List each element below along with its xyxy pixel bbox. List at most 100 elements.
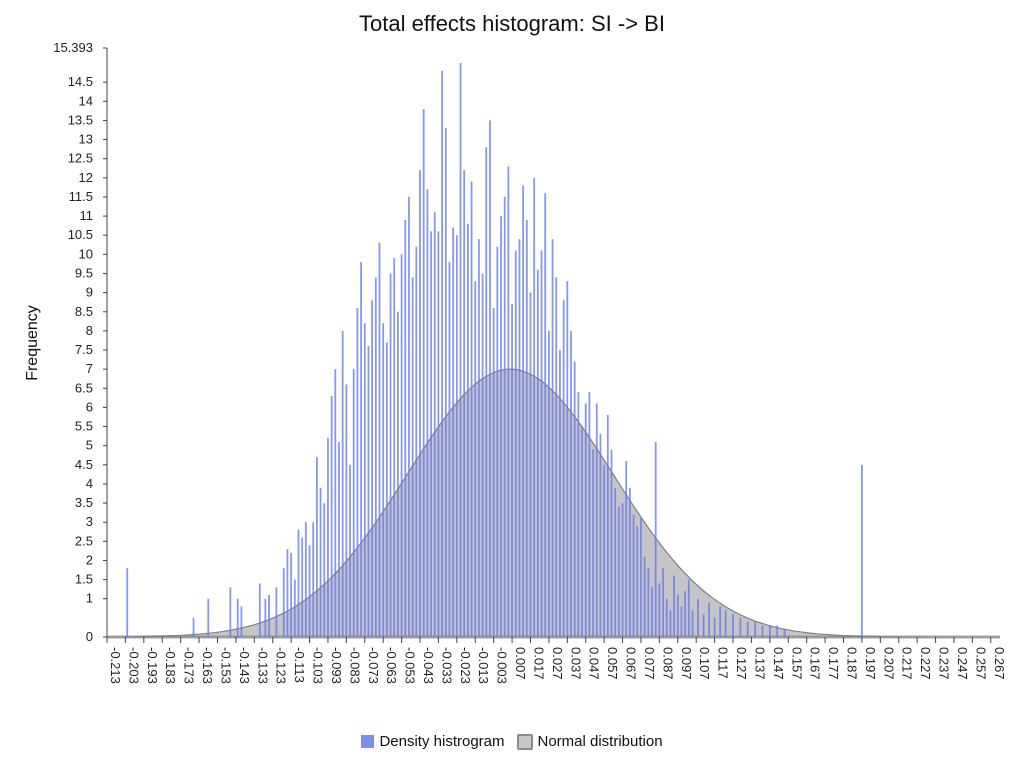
- histogram-bar[interactable]: [606, 415, 609, 637]
- histogram-bar[interactable]: [474, 281, 477, 637]
- legend-item-histogram[interactable]: Density histrogram: [361, 733, 505, 750]
- histogram-bar[interactable]: [514, 250, 517, 637]
- histogram-bar[interactable]: [258, 583, 261, 637]
- histogram-bar[interactable]: [452, 227, 455, 637]
- histogram-bar[interactable]: [654, 441, 657, 637]
- histogram-bar[interactable]: [691, 610, 694, 637]
- histogram-bar[interactable]: [426, 189, 429, 637]
- histogram-bar[interactable]: [367, 346, 370, 637]
- histogram-bar[interactable]: [293, 579, 296, 637]
- histogram-bar[interactable]: [518, 239, 521, 638]
- histogram-bar[interactable]: [768, 625, 771, 637]
- histogram-bar[interactable]: [334, 369, 337, 637]
- histogram-bar[interactable]: [264, 598, 267, 637]
- histogram-bar[interactable]: [548, 330, 550, 637]
- histogram-bar[interactable]: [533, 177, 536, 637]
- histogram-bar[interactable]: [754, 621, 757, 637]
- histogram-bar[interactable]: [466, 223, 469, 637]
- histogram-bar[interactable]: [529, 292, 532, 637]
- histogram-bar[interactable]: [308, 545, 311, 637]
- histogram-bar[interactable]: [621, 503, 624, 637]
- histogram-bar[interactable]: [485, 147, 488, 637]
- histogram-bar[interactable]: [433, 212, 436, 637]
- histogram-bar[interactable]: [684, 591, 687, 637]
- histogram-bar[interactable]: [713, 617, 716, 637]
- histogram-bar[interactable]: [323, 503, 326, 637]
- histogram-bar[interactable]: [669, 610, 672, 637]
- histogram-bar[interactable]: [525, 219, 528, 638]
- histogram-bar[interactable]: [776, 625, 779, 637]
- histogram-bar[interactable]: [463, 170, 466, 637]
- histogram-bar[interactable]: [448, 262, 451, 637]
- histogram-bar[interactable]: [360, 262, 362, 637]
- histogram-bar[interactable]: [617, 506, 620, 637]
- histogram-bar[interactable]: [349, 464, 351, 637]
- histogram-bar[interactable]: [676, 594, 679, 637]
- histogram-bar[interactable]: [312, 522, 315, 637]
- histogram-bar[interactable]: [724, 610, 727, 637]
- histogram-bar[interactable]: [374, 277, 377, 637]
- histogram-bar[interactable]: [651, 587, 653, 637]
- histogram-bar[interactable]: [592, 449, 594, 637]
- histogram-bar[interactable]: [356, 307, 359, 637]
- histogram-bar[interactable]: [290, 552, 293, 637]
- histogram-bar[interactable]: [419, 170, 421, 637]
- histogram-bar[interactable]: [496, 246, 499, 637]
- histogram-bar[interactable]: [422, 108, 425, 637]
- histogram-bar[interactable]: [739, 617, 742, 637]
- histogram-bar[interactable]: [236, 598, 239, 637]
- histogram-bar[interactable]: [719, 606, 722, 637]
- histogram-bar[interactable]: [207, 598, 210, 637]
- histogram-bar[interactable]: [566, 281, 569, 637]
- histogram-bar[interactable]: [577, 392, 580, 637]
- histogram-bar[interactable]: [562, 300, 565, 637]
- histogram-bar[interactable]: [636, 526, 639, 637]
- histogram-bar[interactable]: [761, 625, 764, 637]
- histogram-bar[interactable]: [610, 449, 613, 637]
- histogram-bar[interactable]: [415, 246, 418, 637]
- histogram-bar[interactable]: [411, 277, 414, 637]
- histogram-bar[interactable]: [861, 464, 863, 637]
- histogram-bar[interactable]: [503, 196, 506, 637]
- histogram-bar[interactable]: [603, 464, 606, 637]
- histogram-bar[interactable]: [732, 614, 734, 637]
- legend-item-normal[interactable]: Normal distribution: [516, 733, 663, 750]
- histogram-bar[interactable]: [297, 529, 300, 637]
- histogram-bar[interactable]: [632, 514, 635, 637]
- histogram-bar[interactable]: [588, 392, 591, 637]
- histogram-bar[interactable]: [658, 583, 661, 637]
- histogram-bar[interactable]: [327, 438, 329, 637]
- histogram-bar[interactable]: [507, 166, 510, 637]
- histogram-bar[interactable]: [584, 403, 587, 637]
- histogram-bar[interactable]: [408, 196, 410, 637]
- histogram-bar[interactable]: [614, 487, 617, 637]
- histogram-bar[interactable]: [363, 323, 366, 637]
- histogram-bar[interactable]: [389, 273, 392, 637]
- histogram-bar[interactable]: [573, 361, 576, 638]
- histogram-bar[interactable]: [570, 330, 572, 637]
- histogram-bar[interactable]: [746, 621, 749, 637]
- histogram-bar[interactable]: [581, 426, 583, 637]
- histogram-bar[interactable]: [559, 350, 561, 637]
- histogram-bar[interactable]: [341, 330, 344, 637]
- histogram-bar[interactable]: [126, 568, 129, 637]
- histogram-bar[interactable]: [192, 617, 195, 637]
- histogram-bar[interactable]: [304, 522, 307, 637]
- histogram-bar[interactable]: [629, 487, 631, 637]
- histogram-bar[interactable]: [540, 250, 543, 637]
- histogram-bar[interactable]: [345, 384, 348, 637]
- histogram-bar[interactable]: [665, 598, 668, 637]
- histogram-bar[interactable]: [404, 219, 407, 638]
- histogram-bar[interactable]: [500, 216, 502, 637]
- histogram-bar[interactable]: [430, 231, 432, 637]
- histogram-bar[interactable]: [544, 193, 547, 637]
- histogram-bar[interactable]: [459, 63, 462, 638]
- histogram-bar[interactable]: [673, 575, 675, 637]
- histogram-bar[interactable]: [378, 242, 381, 637]
- histogram-bar[interactable]: [481, 273, 484, 637]
- histogram-bar[interactable]: [511, 304, 513, 637]
- histogram-bar[interactable]: [687, 579, 690, 637]
- histogram-bar[interactable]: [330, 395, 333, 637]
- histogram-bar[interactable]: [352, 369, 355, 637]
- histogram-bar[interactable]: [662, 568, 664, 637]
